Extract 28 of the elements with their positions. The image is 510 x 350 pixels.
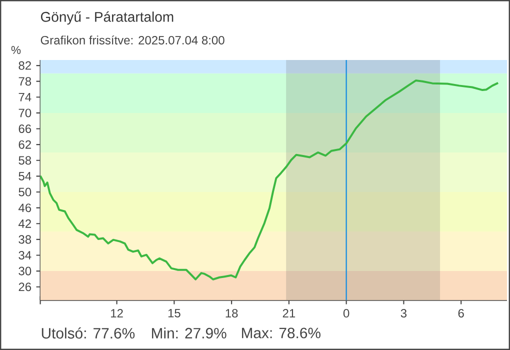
chart-subtitle: Grafikon frissítve: 2025.07.04 8:00	[40, 36, 224, 44]
x-tick-label: 21	[282, 309, 296, 318]
x-tick-label: 0	[343, 309, 350, 318]
y-axis-title: %	[11, 46, 21, 54]
x-tick-label: 12	[111, 309, 123, 318]
y-tick-label: 46	[18, 204, 32, 212]
y-tick-label: 82	[18, 61, 31, 70]
y-tick-label: 30	[18, 266, 32, 276]
y-tick-label: 42	[18, 219, 31, 228]
text: Min: 27.9%	[152, 328, 226, 338]
y-tick-label: 62	[18, 140, 31, 149]
x-tick-label: 3	[400, 309, 407, 318]
y-tick-label: 78	[18, 77, 32, 86]
x-tick-label: 6	[458, 309, 464, 318]
y-tick-label: 70	[18, 108, 32, 118]
y-tick-label: 58	[18, 156, 32, 165]
y-tick-label: 50	[18, 188, 32, 196]
x-tick-label: 15	[168, 309, 180, 318]
y-tick-label: 54	[18, 172, 32, 180]
y-tick-label: 66	[18, 124, 32, 134]
y-tick-label: 38	[18, 235, 32, 244]
y-tick-label: 34	[18, 250, 32, 260]
y-tick-label: 74	[18, 93, 32, 102]
y-tick-label: 26	[18, 282, 32, 292]
chart-title: Gönyű - Páratartalom	[40, 11, 174, 25]
text: Utolsó: 77.6%	[42, 327, 135, 339]
x-tick-label: 18	[226, 309, 238, 318]
text: Max: 78.6%	[242, 328, 320, 338]
